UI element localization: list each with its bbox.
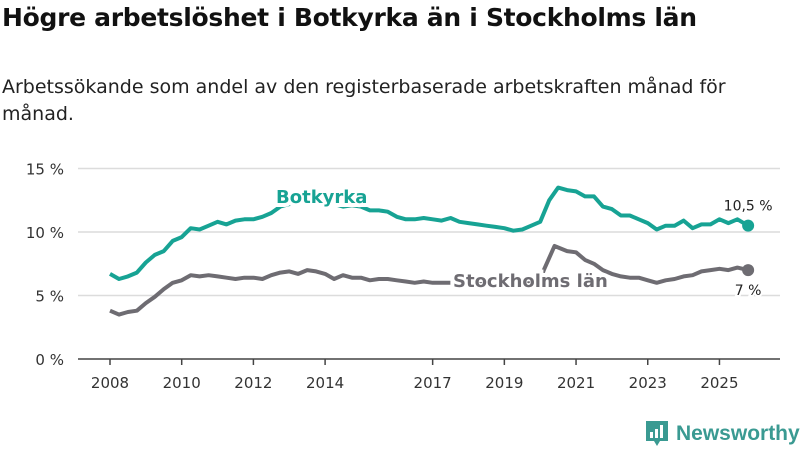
x-tick-label: 2014 [306,374,344,392]
x-tick-label: 2021 [557,374,595,392]
x-tick-label: 2012 [234,374,272,392]
brand-name: Newsworthy [676,422,800,445]
chart-subtitle: Arbetssökande som andel av den registerb… [2,76,726,125]
newsworthy-logo-icon [646,421,668,446]
x-tick-label: 2023 [629,374,667,392]
series-end-point [742,219,755,232]
series-line-stockholms-lan [109,244,749,317]
y-tick-label: 10 % [26,224,64,242]
y-tick-label: 5 % [35,288,64,306]
x-tick-label: 2017 [414,374,452,392]
x-tick-label: 2008 [91,374,129,392]
end-value-label: 10,5 % [724,199,773,215]
x-tick-label: 2010 [163,374,201,392]
chart-title: Högre arbetslöshet i Botkyrka än i Stock… [2,3,697,32]
end-value-label: 7 % [735,283,762,299]
brand-logo: Newsworthy [644,420,800,448]
series-line-botkyrka [109,185,750,281]
y-tick-label: 15 % [26,161,64,179]
y-tick-label: 0 % [35,351,64,369]
x-tick-label: 2025 [700,374,738,392]
series-label-stockholms-lan: Stockholms län [453,271,608,292]
series-label-botkyrka: Botkyrka [276,187,367,208]
x-tick-label: 2019 [485,374,523,392]
series-end-point [742,264,755,277]
